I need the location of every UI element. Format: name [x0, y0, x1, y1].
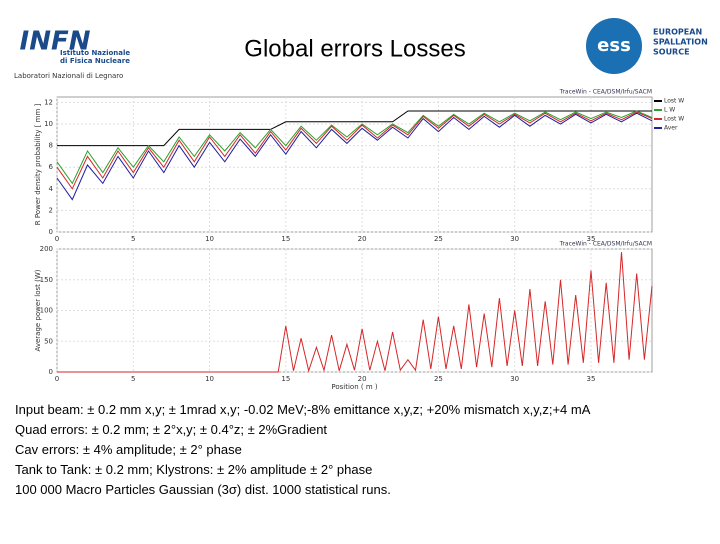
x-tick-label: 15 [281, 375, 290, 383]
y-tick-label: 0 [49, 368, 53, 376]
body-line: Input beam: ± 0.2 mm x,y; ± 1mrad x,y; -… [15, 402, 591, 417]
ess-line: SOURCE [653, 48, 690, 57]
x-axis-label: Position ( m ) [331, 383, 377, 391]
y-tick-label: 200 [40, 245, 53, 253]
body-line: Quad errors: ± 0.2 mm; ± 2°x,y; ± 0.4°z;… [15, 422, 328, 437]
x-tick-label: 35 [587, 235, 596, 243]
body-line: 100 000 Macro Particles Gaussian (3σ) di… [15, 482, 391, 497]
series-line [56, 112, 653, 201]
series-line [56, 110, 653, 185]
x-tick-label: 0 [55, 375, 59, 383]
y-tick-label: 2 [49, 206, 53, 214]
slide-title: Global errors Losses [244, 35, 465, 62]
infn-lab: Laboratori Nazionali di Legnaro [14, 72, 123, 80]
legend-label: Aver [664, 125, 678, 132]
series-line [56, 111, 653, 190]
legend-label: Lost W [664, 116, 684, 123]
y-tick-label: 0 [49, 228, 53, 236]
x-tick-label: 5 [131, 235, 135, 243]
ess-logo-circle [586, 18, 642, 74]
y-tick-label: 100 [40, 307, 53, 315]
body-text: Input beam: ± 0.2 mm x,y; ± 1mrad x,y; -… [15, 400, 590, 500]
x-tick-label: 20 [358, 235, 367, 243]
y-tick-label: 150 [40, 276, 53, 284]
ess-line: SPALLATION [653, 38, 708, 47]
y-tick-label: 10 [44, 120, 53, 128]
infn-line: di Fisica Nucleare [60, 57, 130, 65]
y-axis-label: Average power lost (W) [34, 269, 42, 351]
y-tick-label: 12 [44, 98, 53, 106]
legend-label: L W [664, 107, 675, 114]
x-tick-label: 5 [131, 375, 135, 383]
y-tick-label: 4 [49, 185, 54, 193]
series-line [57, 110, 652, 147]
x-tick-label: 25 [434, 375, 443, 383]
series-line [57, 252, 653, 373]
x-tick-label: 20 [358, 375, 367, 383]
source-label: TraceWin - CEA/DSM/Irfu/SACM [559, 89, 652, 96]
y-tick-label: 6 [49, 163, 54, 171]
infn-logo: INFN [20, 27, 91, 57]
y-tick-label: 8 [49, 142, 53, 150]
plot-area [56, 96, 653, 233]
x-tick-label: 25 [434, 235, 443, 243]
x-tick-label: 30 [510, 375, 519, 383]
x-tick-label: 10 [205, 375, 214, 383]
x-tick-label: 30 [510, 235, 519, 243]
y-axis-label: R Power density probability [ mm ] [34, 103, 42, 225]
source-label: TraceWin - CEA/DSM/Irfu/SACM [559, 241, 652, 248]
x-tick-label: 15 [281, 235, 290, 243]
body-line: Cav errors: ± 4% amplitude; ± 2° phase [15, 442, 242, 457]
x-tick-label: 10 [205, 235, 214, 243]
legend-label: Lost W [664, 98, 684, 105]
body-line: Tank to Tank: ± 0.2 mm; Klystrons: ± 2% … [15, 462, 373, 477]
x-tick-label: 35 [587, 375, 596, 383]
ess-logo: ess [597, 35, 631, 56]
x-tick-label: 0 [55, 235, 59, 243]
ess-line: EUROPEAN [653, 28, 702, 37]
infn-line: Istituto Nazionale [60, 49, 130, 57]
y-tick-label: 50 [44, 337, 53, 345]
